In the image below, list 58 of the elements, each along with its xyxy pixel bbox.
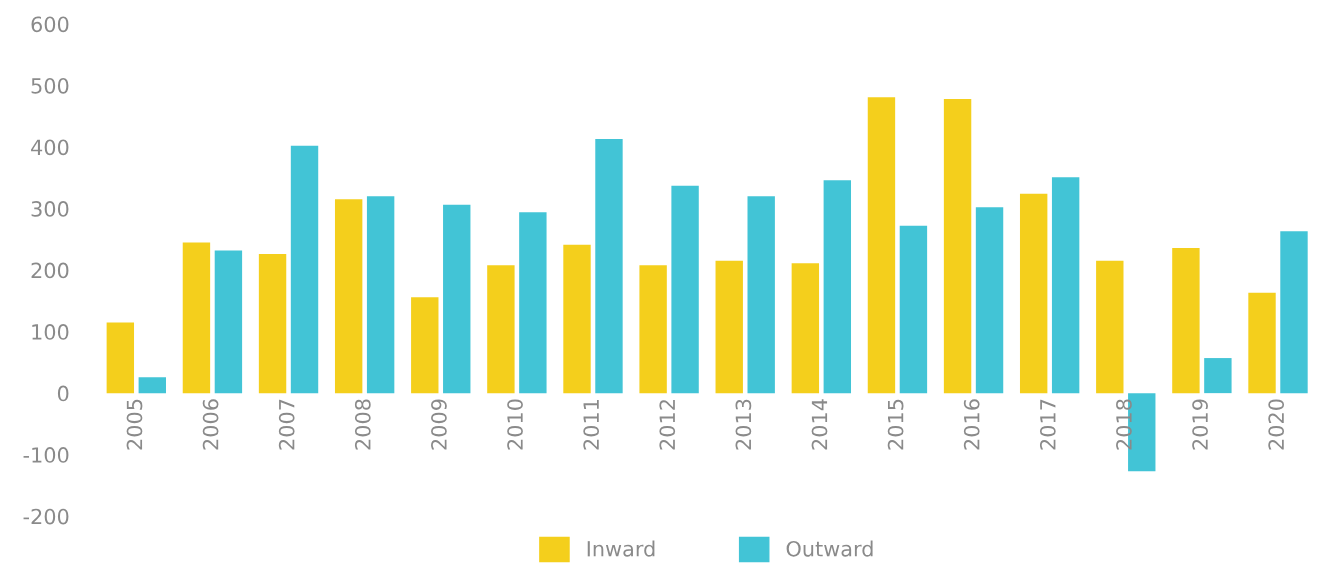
- y-tick-label: 400: [31, 139, 69, 156]
- bar: [747, 196, 775, 394]
- y-tick-label: 100: [32, 324, 69, 340]
- bar: [639, 265, 667, 394]
- bar: [1019, 193, 1048, 394]
- bar: [258, 254, 287, 394]
- x-tick-label: 2015: [887, 399, 904, 450]
- bar: [715, 260, 743, 394]
- x-tick-label: 2009: [431, 399, 447, 450]
- bar: [519, 212, 547, 394]
- bar: [1051, 177, 1080, 394]
- y-tick-label: -200: [23, 508, 69, 525]
- y-tick-label: 600: [31, 16, 69, 33]
- bar: [487, 265, 515, 394]
- x-tick-label: 2008: [354, 399, 371, 450]
- bar: [595, 139, 623, 394]
- x-tick-label: 2010: [507, 399, 523, 450]
- bar: [138, 377, 166, 394]
- bar: [106, 322, 135, 394]
- bar: [1096, 260, 1124, 394]
- x-tick-label: 2005: [126, 399, 143, 450]
- y-tick-label: -100: [23, 447, 69, 463]
- y-tick-label: 300: [31, 201, 69, 217]
- bar: [899, 225, 928, 394]
- y-tick-label: 0: [57, 385, 69, 402]
- bar: [563, 244, 591, 394]
- x-tick-label: 2007: [278, 399, 295, 450]
- y-tick-label: 200: [31, 262, 69, 279]
- bar: [943, 99, 972, 394]
- bar: [443, 204, 471, 394]
- bar: [1248, 292, 1276, 394]
- bar: [182, 242, 211, 394]
- bar: [290, 145, 319, 394]
- bar: [1280, 231, 1308, 394]
- bar: [671, 185, 699, 394]
- x-tick-label: 2020: [1268, 399, 1285, 450]
- legend-label: Inward: [587, 540, 655, 557]
- bar: [214, 250, 243, 394]
- bar: [1204, 358, 1232, 394]
- x-tick-label: 2012: [659, 400, 676, 450]
- x-tick-label: 2018: [1116, 399, 1132, 450]
- x-tick-label: 2016: [963, 399, 980, 450]
- bar: [791, 263, 820, 394]
- x-tick-label: 2014: [811, 399, 828, 450]
- x-tick-label: 2011: [583, 399, 600, 450]
- legend-label: Outward: [786, 540, 873, 557]
- x-tick-label: 2013: [735, 399, 752, 450]
- bar: [823, 180, 852, 394]
- bar: [411, 297, 439, 394]
- bar: [366, 196, 395, 394]
- bar: [975, 207, 1004, 394]
- y-tick-label: 500: [31, 77, 69, 94]
- bar: [867, 97, 896, 394]
- x-tick-label: 2019: [1192, 399, 1208, 450]
- bar: [334, 199, 363, 394]
- x-tick-label: 2006: [202, 399, 219, 450]
- x-tick-label: 2017: [1039, 399, 1056, 450]
- bar: [1172, 247, 1200, 394]
